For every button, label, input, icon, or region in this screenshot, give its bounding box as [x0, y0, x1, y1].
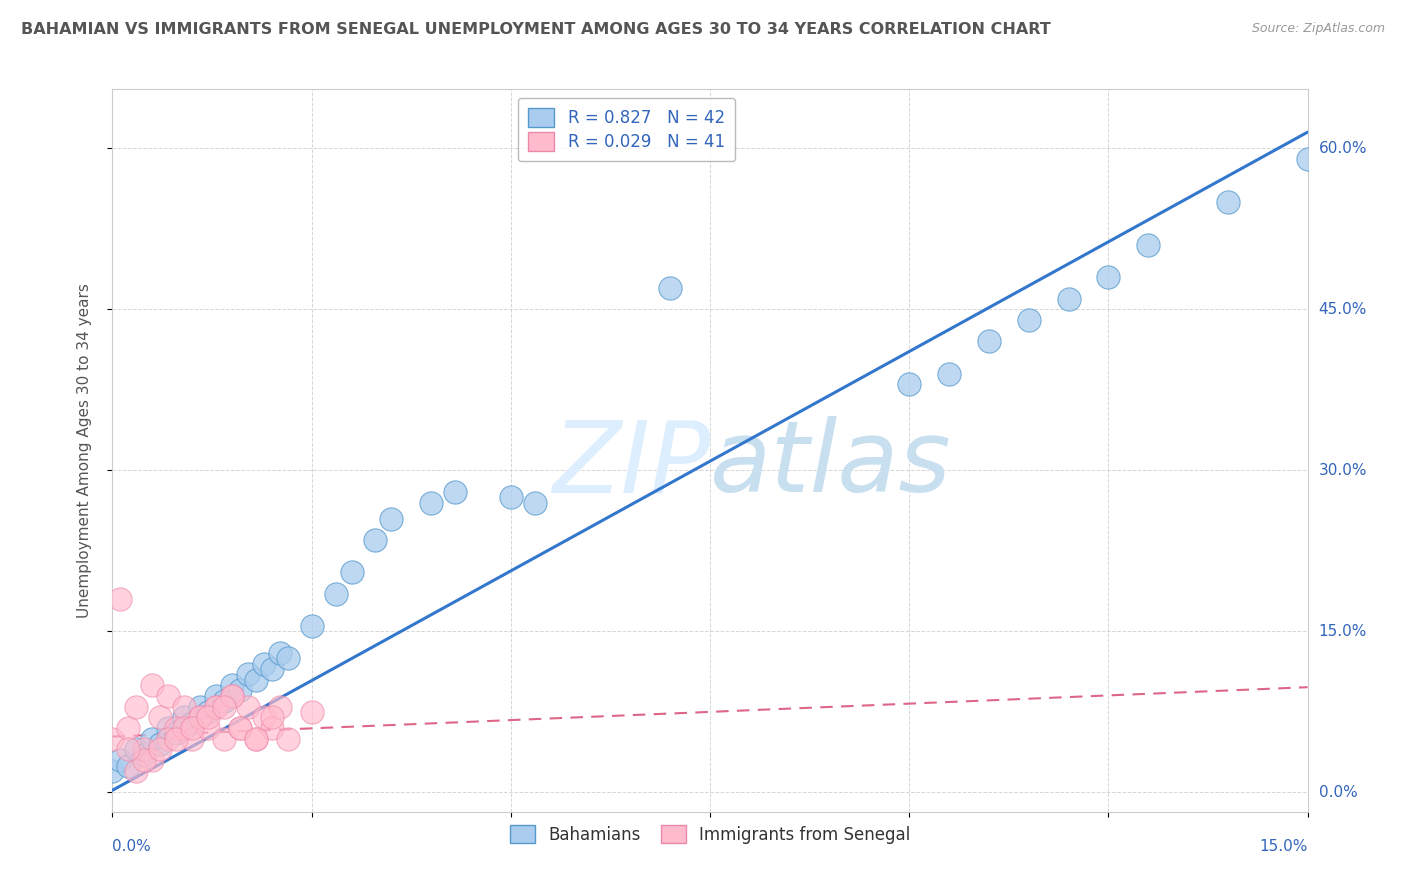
Point	[938, 367, 960, 381]
Point	[173, 699, 195, 714]
Point	[117, 721, 139, 735]
Text: Source: ZipAtlas.com: Source: ZipAtlas.com	[1251, 22, 1385, 36]
Point	[117, 742, 139, 756]
Point	[325, 587, 347, 601]
Point	[340, 566, 363, 580]
Point	[364, 533, 387, 547]
Point	[977, 334, 1000, 349]
Point	[101, 764, 124, 778]
Point	[125, 742, 148, 756]
Point	[117, 758, 139, 772]
Point	[420, 495, 443, 509]
Point	[301, 619, 323, 633]
Point	[236, 667, 259, 681]
Point	[205, 689, 228, 703]
Point	[134, 747, 156, 762]
Point	[1137, 238, 1160, 252]
Point	[659, 281, 682, 295]
Point	[165, 726, 187, 740]
Point	[149, 737, 172, 751]
Point	[245, 731, 267, 746]
Point	[205, 699, 228, 714]
Point	[1097, 270, 1119, 285]
Point	[269, 646, 291, 660]
Point	[149, 710, 172, 724]
Text: 0.0%: 0.0%	[1319, 785, 1357, 800]
Point	[165, 731, 187, 746]
Point	[301, 705, 323, 719]
Text: BAHAMIAN VS IMMIGRANTS FROM SENEGAL UNEMPLOYMENT AMONG AGES 30 TO 34 YEARS CORRE: BAHAMIAN VS IMMIGRANTS FROM SENEGAL UNEM…	[21, 22, 1050, 37]
Point	[197, 721, 219, 735]
Point	[212, 699, 235, 714]
Point	[260, 710, 283, 724]
Point	[221, 689, 243, 703]
Text: atlas: atlas	[710, 417, 952, 514]
Point	[173, 710, 195, 724]
Point	[134, 742, 156, 756]
Text: 45.0%: 45.0%	[1319, 301, 1367, 317]
Point	[1018, 313, 1040, 327]
Text: 15.0%: 15.0%	[1260, 839, 1308, 855]
Point	[197, 705, 219, 719]
Point	[236, 699, 259, 714]
Y-axis label: Unemployment Among Ages 30 to 34 years: Unemployment Among Ages 30 to 34 years	[77, 283, 91, 618]
Point	[165, 721, 187, 735]
Point	[197, 710, 219, 724]
Point	[245, 731, 267, 746]
Point	[205, 699, 228, 714]
Point	[141, 678, 163, 692]
Point	[277, 651, 299, 665]
Point	[212, 694, 235, 708]
Point	[181, 721, 204, 735]
Legend: Bahamians, Immigrants from Senegal: Bahamians, Immigrants from Senegal	[503, 818, 917, 850]
Point	[260, 662, 283, 676]
Point	[149, 742, 172, 756]
Text: 30.0%: 30.0%	[1319, 463, 1367, 478]
Point	[221, 678, 243, 692]
Point	[157, 721, 180, 735]
Point	[523, 495, 546, 509]
Point	[380, 511, 402, 525]
Text: 15.0%: 15.0%	[1319, 624, 1367, 639]
Point	[245, 673, 267, 687]
Point	[125, 764, 148, 778]
Point	[181, 715, 204, 730]
Point	[134, 753, 156, 767]
Point	[188, 699, 211, 714]
Point	[188, 710, 211, 724]
Point	[221, 689, 243, 703]
Text: ZIP: ZIP	[551, 417, 710, 514]
Point	[173, 721, 195, 735]
Point	[253, 657, 276, 671]
Point	[101, 731, 124, 746]
Point	[141, 753, 163, 767]
Point	[229, 721, 252, 735]
Point	[110, 592, 132, 607]
Point	[229, 721, 252, 735]
Point	[277, 731, 299, 746]
Point	[157, 689, 180, 703]
Point	[188, 710, 211, 724]
Point	[1296, 152, 1319, 166]
Point	[444, 484, 467, 499]
Point	[1057, 292, 1080, 306]
Point	[181, 731, 204, 746]
Point	[499, 490, 522, 504]
Point	[260, 721, 283, 735]
Point	[110, 753, 132, 767]
Point	[157, 731, 180, 746]
Text: 60.0%: 60.0%	[1319, 141, 1367, 156]
Point	[898, 377, 921, 392]
Point	[1216, 194, 1239, 209]
Point	[253, 710, 276, 724]
Point	[269, 699, 291, 714]
Point	[229, 683, 252, 698]
Text: 0.0%: 0.0%	[112, 839, 152, 855]
Point	[125, 699, 148, 714]
Point	[141, 731, 163, 746]
Point	[212, 731, 235, 746]
